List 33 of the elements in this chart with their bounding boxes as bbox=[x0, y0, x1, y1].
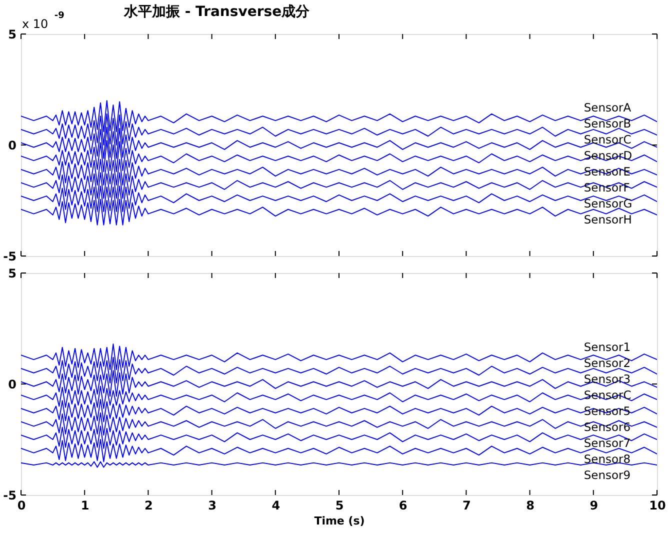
series-label: Sensor8 bbox=[584, 452, 631, 466]
chart-title: 水平加振 - Transverse成分 bbox=[123, 4, 311, 20]
x-tick-label: 2 bbox=[144, 498, 153, 512]
x-axis-title: Time (s) bbox=[314, 514, 365, 528]
series-label: SensorG bbox=[584, 196, 632, 211]
y-tick-label: 5 bbox=[8, 266, 16, 280]
x-tick-label: 0 bbox=[17, 498, 26, 512]
series-label: SensorC bbox=[584, 132, 632, 147]
x-tick-label: 9 bbox=[590, 498, 598, 512]
y-tick-label: -5 bbox=[3, 488, 16, 502]
y-tick-label: 0 bbox=[8, 138, 16, 152]
x-tick-label: 7 bbox=[462, 498, 471, 512]
x-tick-label: 1 bbox=[80, 498, 90, 512]
series-label: Sensor3 bbox=[584, 372, 631, 386]
y-tick-label: 0 bbox=[8, 378, 16, 392]
series-label: SensorH bbox=[584, 212, 632, 227]
series-label: SensorA bbox=[584, 100, 632, 115]
series-label: SensorB bbox=[584, 116, 632, 131]
series-label: Sensor2 bbox=[584, 356, 631, 370]
text: x 10-9 bbox=[22, 11, 64, 31]
x-tick-label: 10 bbox=[649, 498, 666, 512]
x-tick-label: 8 bbox=[526, 498, 534, 512]
series-label: Sensor9 bbox=[584, 468, 631, 482]
series-label: Sensor7 bbox=[584, 436, 631, 450]
x-tick-label: 5 bbox=[335, 498, 344, 512]
series-label: Sensor6 bbox=[584, 420, 631, 434]
y-tick-label: -5 bbox=[3, 250, 16, 264]
series-label: SensorF bbox=[584, 180, 630, 195]
y-tick-label: 5 bbox=[8, 28, 16, 42]
x-tick-label: 3 bbox=[208, 498, 216, 512]
series-label: Sensor1 bbox=[584, 340, 631, 354]
x-tick-label: 6 bbox=[398, 498, 408, 512]
x-tick-label: 4 bbox=[272, 498, 280, 512]
